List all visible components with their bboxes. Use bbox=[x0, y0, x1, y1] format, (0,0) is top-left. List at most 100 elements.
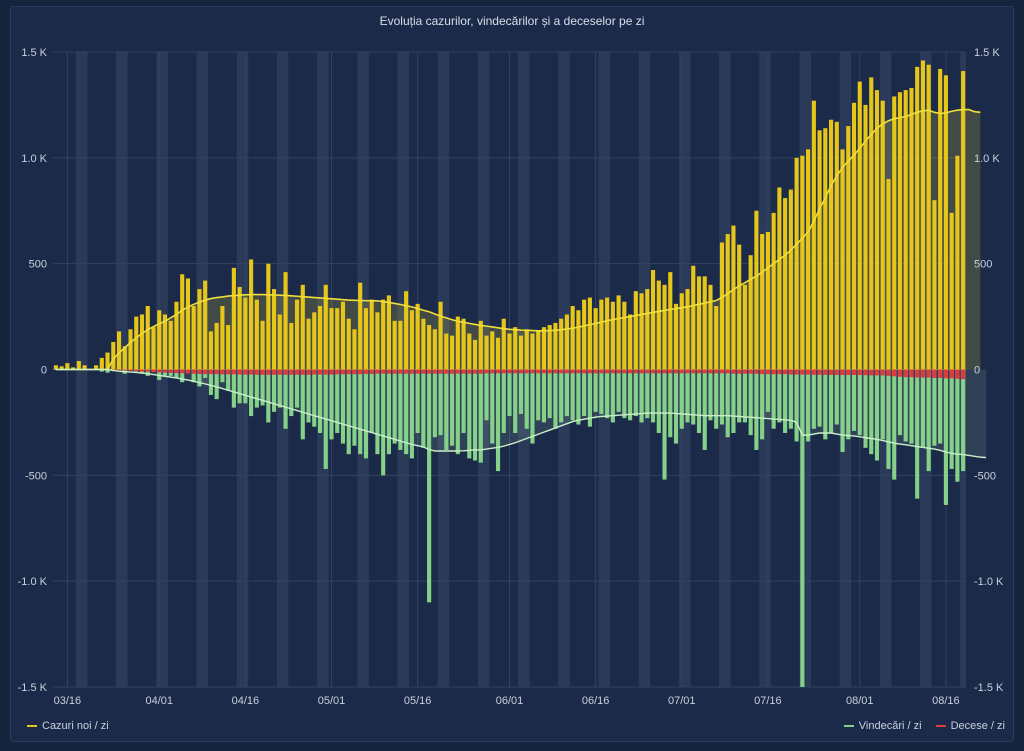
cases-bar bbox=[432, 329, 437, 370]
cases-bar bbox=[742, 284, 747, 370]
recoveries-bar bbox=[668, 369, 673, 438]
deaths-bar bbox=[185, 369, 191, 374]
cases-bar bbox=[450, 335, 455, 370]
recoveries-bar bbox=[518, 369, 524, 414]
cases-bar bbox=[668, 272, 673, 370]
deaths-bar bbox=[938, 369, 943, 378]
recoveries-bar bbox=[415, 369, 420, 433]
recoveries-bar bbox=[381, 369, 386, 476]
cases-bar bbox=[518, 335, 524, 370]
deaths-bar bbox=[731, 369, 736, 374]
recoveries-bar bbox=[628, 369, 633, 421]
deaths-bar bbox=[461, 369, 466, 374]
deaths-bar bbox=[174, 369, 179, 374]
deaths-bar bbox=[587, 369, 592, 374]
deaths-bar bbox=[788, 369, 793, 375]
recoveries-bar bbox=[450, 369, 455, 446]
recoveries-bar bbox=[507, 369, 512, 417]
recoveries-bar bbox=[961, 369, 966, 472]
deaths-bar bbox=[249, 369, 254, 375]
legend-item-recoveries[interactable]: Vindecări / zi bbox=[843, 720, 922, 732]
deaths-bar bbox=[834, 369, 839, 376]
y-tick-label-left: 0 bbox=[41, 365, 47, 377]
recoveries-bar bbox=[748, 369, 753, 436]
recoveries-bar bbox=[340, 369, 346, 444]
recoveries-bar bbox=[237, 369, 242, 404]
deaths-bar bbox=[926, 369, 931, 378]
cases-bar bbox=[702, 276, 707, 370]
cases-bar bbox=[536, 331, 541, 370]
recoveries-bar bbox=[421, 369, 426, 448]
recoveries-bar bbox=[266, 369, 271, 423]
deaths-bar bbox=[851, 369, 857, 376]
cases-bar bbox=[375, 312, 380, 370]
cases-bar bbox=[363, 308, 369, 370]
recoveries-bar bbox=[955, 369, 960, 482]
cases-bar bbox=[214, 322, 219, 370]
legend-item-deaths[interactable]: Decese / zi bbox=[935, 720, 1005, 732]
deaths-bar bbox=[335, 369, 340, 375]
chart-panel: Evoluția cazurilor, vindecărilor și a de… bbox=[10, 6, 1014, 742]
deaths-bar bbox=[794, 369, 799, 375]
deaths-bar bbox=[226, 369, 231, 375]
recoveries-bar bbox=[696, 369, 702, 433]
cases-bar bbox=[714, 306, 719, 370]
deaths-bar bbox=[438, 369, 443, 374]
cases-bar bbox=[203, 280, 208, 370]
recoveries-bar bbox=[633, 369, 638, 417]
cases-bar bbox=[283, 272, 288, 370]
cases-bar bbox=[421, 318, 426, 370]
cases-bar bbox=[266, 263, 271, 370]
recoveries-bar bbox=[943, 369, 948, 505]
cases-bar bbox=[157, 310, 162, 370]
cases-bar bbox=[897, 92, 903, 370]
deaths-bar bbox=[811, 369, 816, 375]
deaths-bar bbox=[892, 369, 897, 377]
recoveries-bar bbox=[645, 369, 650, 419]
recoveries-bar bbox=[765, 369, 770, 412]
deaths-bar bbox=[828, 369, 834, 376]
recoveries-bar bbox=[886, 369, 891, 469]
recoveries-bar bbox=[392, 369, 397, 444]
recoveries-bar bbox=[214, 369, 219, 400]
cases-bar bbox=[398, 320, 403, 370]
recoveries-bar bbox=[949, 369, 954, 469]
deaths-bar bbox=[783, 369, 788, 375]
cases-bar bbox=[122, 346, 127, 370]
deaths-bar bbox=[656, 369, 661, 374]
deaths-bar bbox=[823, 369, 828, 375]
deaths-bar bbox=[915, 369, 920, 378]
deaths-bar bbox=[518, 369, 524, 374]
recoveries-bar bbox=[920, 369, 926, 448]
deaths-bar bbox=[725, 369, 730, 374]
deaths-bar bbox=[685, 369, 690, 374]
deaths-bar bbox=[748, 369, 753, 374]
deaths-bar bbox=[961, 369, 966, 380]
deaths-bar bbox=[737, 369, 742, 374]
cases-bar bbox=[828, 119, 834, 370]
cases-bar bbox=[909, 87, 914, 370]
legend-item-cases[interactable]: Cazuri noi / zi bbox=[27, 720, 109, 732]
recoveries-bar bbox=[806, 369, 811, 442]
deaths-bar bbox=[547, 369, 552, 374]
deaths-bar bbox=[134, 369, 139, 372]
cases-bar bbox=[340, 301, 346, 370]
chart-title: Evoluția cazurilor, vindecărilor și a de… bbox=[379, 14, 645, 28]
deaths-bar bbox=[622, 369, 627, 374]
deaths-bar bbox=[392, 369, 397, 374]
deaths-bar bbox=[375, 369, 380, 374]
cases-bar bbox=[76, 361, 81, 370]
cases-bar bbox=[771, 212, 776, 370]
deaths-bar bbox=[404, 369, 409, 374]
recoveries-bar bbox=[444, 369, 449, 450]
cases-bar bbox=[71, 367, 76, 370]
legend-right: Vindecări / zi Decese / zi bbox=[843, 720, 1005, 732]
cases-bar bbox=[628, 314, 633, 370]
recoveries-bar bbox=[691, 369, 696, 425]
recoveries-average-line bbox=[55, 368, 987, 459]
y-tick-label-left: 1.0 K bbox=[21, 153, 47, 165]
deaths-bar bbox=[415, 369, 420, 374]
deaths-bar bbox=[616, 369, 621, 374]
deaths-bar bbox=[317, 369, 323, 375]
recoveries-bar bbox=[243, 369, 248, 404]
